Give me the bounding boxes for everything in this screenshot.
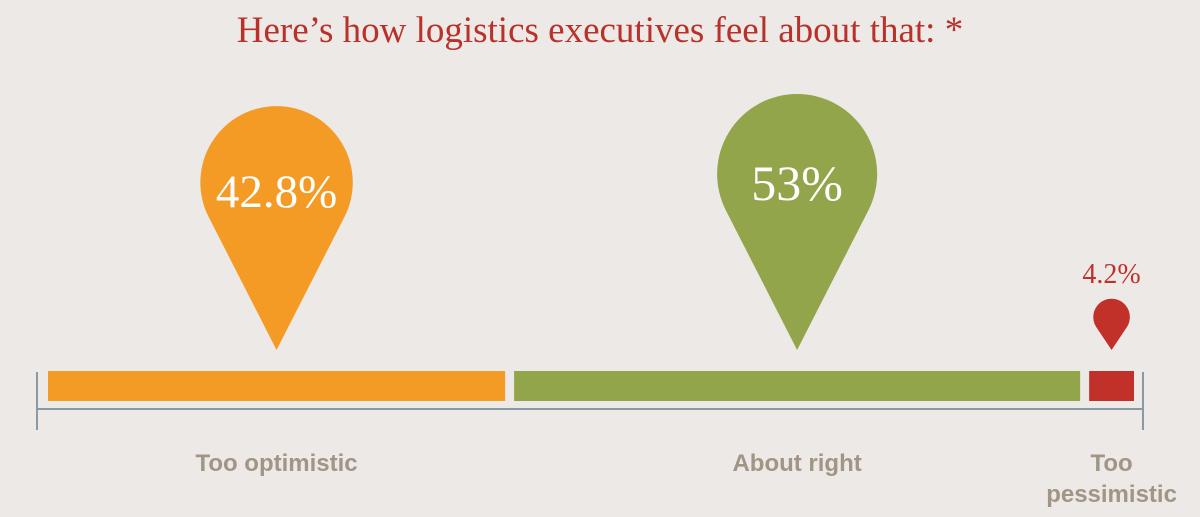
bar-segment: [1089, 371, 1134, 401]
pin: [200, 106, 353, 350]
category-label: Too optimistic: [195, 450, 358, 477]
value-label: 42.8%: [216, 166, 337, 218]
axis: [36, 372, 1144, 430]
pin: [1093, 298, 1130, 350]
category-label: Too pessimistic: [1046, 450, 1177, 508]
value-label: 4.2%: [1082, 259, 1140, 290]
bar-segment: [514, 371, 1081, 401]
value-label: 53%: [751, 155, 843, 211]
chart-title: Here’s how logistics executives feel abo…: [237, 10, 963, 51]
bar-segment: [48, 371, 506, 401]
category-label: About right: [732, 450, 862, 477]
pin: [717, 94, 878, 350]
